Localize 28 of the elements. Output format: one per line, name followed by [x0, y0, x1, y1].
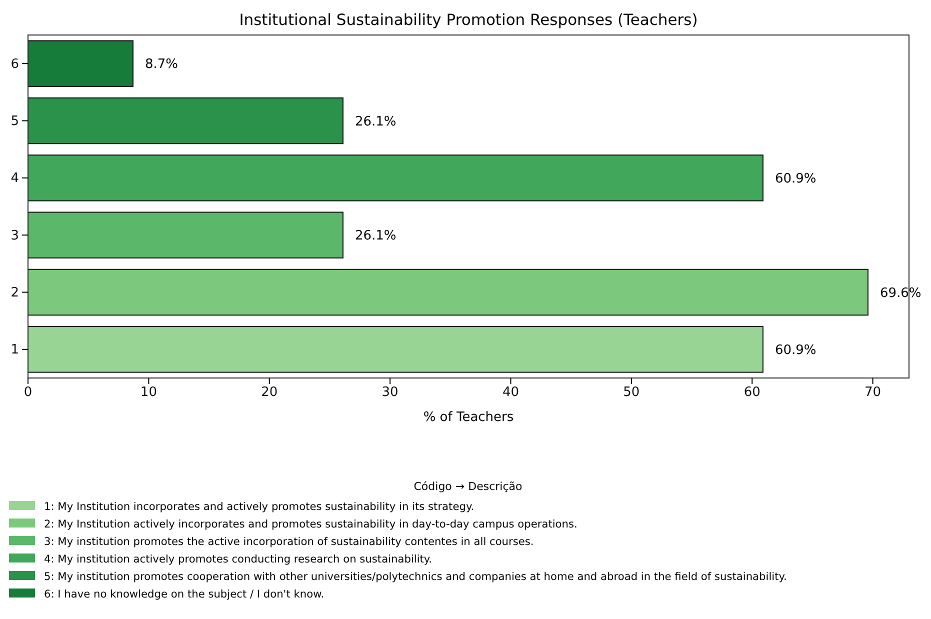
- y-tick-label: 6: [10, 56, 19, 72]
- y-tick-label: 3: [10, 228, 19, 244]
- x-tick-label: 40: [502, 385, 520, 400]
- y-tick-label: 1: [10, 342, 19, 358]
- data-label: 26.1%: [354, 228, 396, 244]
- chart-title: Institutional Sustainability Promotion Responses (Teachers): [239, 11, 698, 29]
- y-tick-label: 4: [10, 171, 19, 186]
- x-axis-title: % of Teachers: [423, 410, 514, 425]
- legend-title: Código → Descrição: [414, 480, 523, 493]
- legend-label: 6: I have no knowledge on the subject / I don't know.: [44, 588, 324, 600]
- y-tick-label: 2: [10, 285, 19, 300]
- legend-label: 3: My institution promotes the active incorporation of sustainability contentes in all courses.: [44, 536, 534, 548]
- x-tick-label: 60: [744, 385, 760, 400]
- legend-label: 1: My Institution incorporates and actively promotes sustainability in its strategy.: [44, 501, 474, 513]
- y-tick-label: 5: [10, 114, 19, 129]
- legend-label: 5: My institution promotes cooperation with other universities/polytechnics and companies at home and abroad in the field of sustainability.: [44, 571, 787, 583]
- data-label: 8.7%: [144, 57, 178, 72]
- x-tick-label: 30: [382, 385, 398, 400]
- x-tick-label: 20: [261, 385, 278, 400]
- x-tick-label: 70: [864, 385, 882, 400]
- data-label: 60.9%: [774, 171, 816, 186]
- x-tick-label: 10: [140, 385, 157, 400]
- x-tick-label: 0: [24, 385, 32, 400]
- legend-label: 4: My institution actively promotes conducting research on sustainability.: [44, 554, 432, 566]
- legend-label: 2: My Institution actively incorporates and promotes sustainability in day-to-day campus operations.: [44, 518, 578, 530]
- data-label: 26.1%: [354, 114, 396, 130]
- x-tick-label: 50: [623, 385, 640, 400]
- data-label: 60.9%: [774, 342, 816, 358]
